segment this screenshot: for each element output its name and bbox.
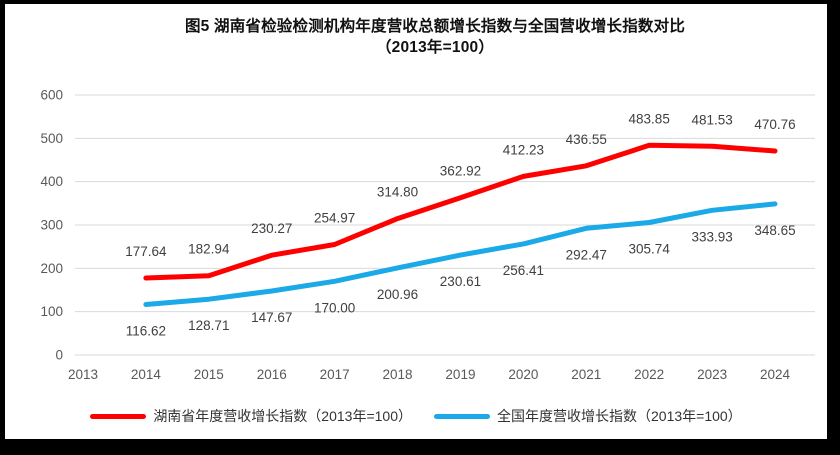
line-chart-plot: 0 100 200 300 400 500 600 2013 2014 2015 2016 2017 2… bbox=[40, 88, 815, 382]
x-tick-label: 2018 bbox=[383, 367, 413, 382]
data-label: 230.27 bbox=[251, 221, 292, 236]
data-label: 170.00 bbox=[314, 300, 355, 315]
data-label: 412.23 bbox=[503, 142, 544, 157]
y-tick-label: 500 bbox=[40, 131, 63, 146]
data-label: 116.62 bbox=[126, 323, 166, 338]
data-label: 292.47 bbox=[566, 247, 607, 262]
data-label: 481.53 bbox=[691, 112, 732, 127]
x-tick-label: 2015 bbox=[194, 367, 224, 382]
data-label: 147.67 bbox=[251, 310, 292, 325]
chart-title-line1: 图5 湖南省检验检测机构年度营收总额增长指数与全国营收增长指数对比 bbox=[184, 18, 686, 35]
data-label: 470.76 bbox=[754, 117, 795, 132]
chart-legend: 湖南省年度营收增长指数（2013年=100） 全国年度营收增长指数（2013年=… bbox=[5, 406, 827, 426]
data-label: 254.97 bbox=[314, 211, 355, 226]
legend-label-hunan: 湖南省年度营收增长指数（2013年=100） bbox=[153, 408, 412, 424]
x-tick-label: 2020 bbox=[508, 367, 538, 382]
x-tick-label: 2014 bbox=[131, 367, 162, 382]
x-tick-label: 2019 bbox=[445, 367, 475, 382]
x-tick-label: 2017 bbox=[320, 367, 350, 382]
x-tick-label: 2013 bbox=[68, 367, 98, 382]
data-label: 182.94 bbox=[188, 242, 230, 257]
x-tick-label: 2016 bbox=[257, 367, 287, 382]
x-tick-label: 2021 bbox=[571, 367, 601, 382]
y-tick-label: 400 bbox=[40, 174, 63, 189]
data-label: 128.71 bbox=[188, 318, 229, 333]
x-tick-label: 2024 bbox=[760, 367, 791, 382]
data-label: 483.85 bbox=[629, 111, 670, 126]
data-label: 256.41 bbox=[503, 263, 544, 278]
data-label: 333.93 bbox=[691, 229, 732, 244]
data-label: 230.61 bbox=[440, 274, 481, 289]
chart-title-line2: （2013年=100） bbox=[375, 39, 495, 56]
x-tick-label: 2022 bbox=[634, 367, 664, 382]
series-line-0 bbox=[143, 142, 778, 281]
legend-item-hunan: 湖南省年度营收增长指数（2013年=100） bbox=[90, 406, 412, 426]
y-tick-label: 600 bbox=[40, 88, 63, 103]
legend-line-swatch-national bbox=[434, 413, 490, 419]
y-tick-label: 0 bbox=[55, 348, 63, 363]
legend-label-national: 全国年度营收增长指数（2013年=100） bbox=[497, 408, 742, 424]
data-label: 362.92 bbox=[440, 164, 481, 179]
y-tick-label: 300 bbox=[40, 218, 63, 233]
legend-item-national: 全国年度营收增长指数（2013年=100） bbox=[434, 406, 742, 426]
data-label: 436.55 bbox=[566, 132, 607, 147]
legend-line-swatch-hunan bbox=[90, 413, 147, 419]
data-label: 177.64 bbox=[125, 244, 167, 259]
data-label: 305.74 bbox=[629, 242, 671, 257]
series-line-1 bbox=[143, 201, 778, 307]
y-tick-label: 100 bbox=[40, 304, 63, 319]
y-tick-label: 200 bbox=[40, 261, 63, 276]
data-label: 200.96 bbox=[377, 287, 418, 302]
x-tick-label: 2023 bbox=[697, 367, 727, 382]
data-label: 348.65 bbox=[754, 223, 795, 238]
data-label: 314.80 bbox=[377, 185, 418, 200]
chart-title: 图5 湖南省检验检测机构年度营收总额增长指数与全国营收增长指数对比 （2013年… bbox=[5, 16, 827, 58]
